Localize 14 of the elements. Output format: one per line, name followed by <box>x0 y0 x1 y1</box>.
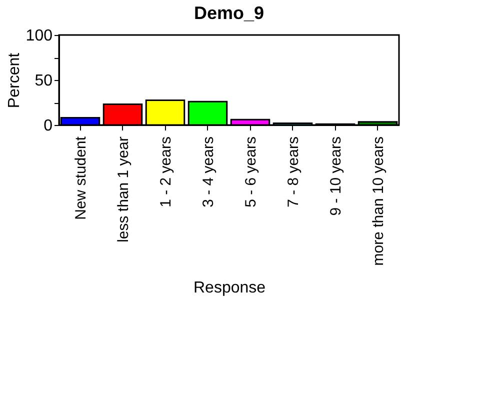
x-axis-title: Response <box>193 280 266 297</box>
x-tick-label: 9 - 10 years <box>327 136 344 216</box>
x-tick-label: 3 - 4 years <box>200 136 217 208</box>
y-tick-label: 0 <box>44 118 53 134</box>
x-tick-label: 5 - 6 years <box>242 136 260 208</box>
x-tick-label: 7 - 8 years <box>284 136 302 208</box>
y-tick-label: 100 <box>26 28 53 44</box>
x-tick-label: 1 - 2 years <box>157 136 174 208</box>
y-axis-title: Percent <box>6 52 23 108</box>
x-tick-label: more than 10 years <box>370 136 387 266</box>
y-tick-label: 50 <box>34 72 53 90</box>
chart-title: Demo_9 <box>194 3 264 23</box>
x-tick-label: New student <box>72 136 90 220</box>
x-tick-label: less than 1 year <box>114 136 132 242</box>
